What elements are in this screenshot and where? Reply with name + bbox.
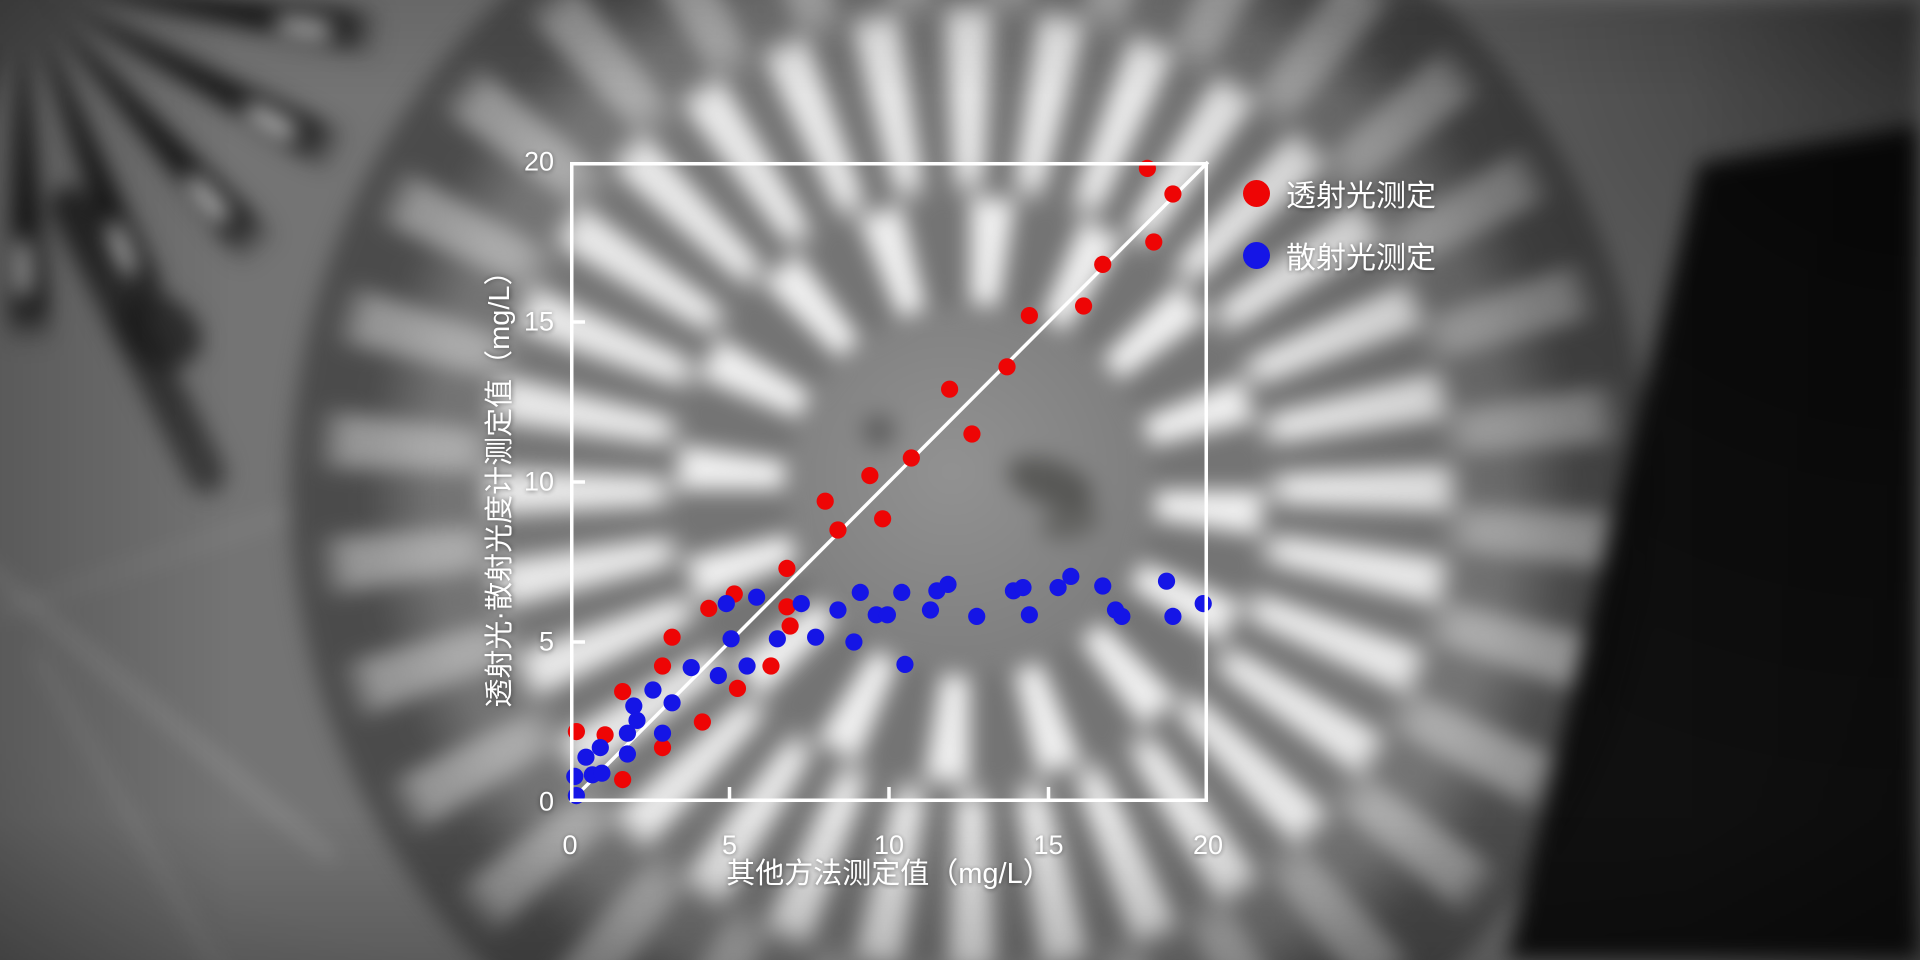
x-tick-label: 10 — [873, 830, 905, 860]
data-point — [663, 628, 681, 646]
data-point — [1094, 255, 1112, 273]
data-point — [807, 628, 825, 646]
data-point — [566, 767, 584, 786]
data-point — [968, 607, 986, 625]
data-point — [1164, 185, 1182, 203]
data-point — [728, 679, 747, 698]
data-point — [896, 655, 914, 673]
data-point — [874, 510, 892, 528]
data-point — [748, 588, 766, 606]
legend-label: 透射光测定 — [1286, 180, 1436, 213]
data-point — [1113, 607, 1131, 625]
data-point — [577, 748, 595, 766]
data-point — [829, 601, 847, 619]
data-point — [829, 521, 847, 539]
data-point — [816, 492, 834, 510]
y-tick-label: 5 — [538, 626, 554, 657]
data-point — [591, 739, 609, 757]
data-point — [1157, 572, 1176, 590]
data-point — [792, 595, 810, 613]
data-point — [963, 425, 981, 443]
x-axis-title: 其他方法测定值（mg/L） — [726, 858, 1052, 890]
data-point — [851, 583, 869, 601]
data-point — [1014, 579, 1032, 597]
data-point — [644, 681, 662, 699]
data-point — [902, 449, 920, 467]
blue-dot-legend-marker — [1243, 241, 1270, 269]
data-point — [1020, 606, 1038, 624]
data-point — [778, 598, 796, 616]
plot-canvas — [566, 159, 1212, 805]
data-point — [717, 595, 735, 613]
plot-frame — [570, 162, 1208, 802]
data-point — [1049, 579, 1067, 597]
red-dot-legend-marker — [1243, 179, 1270, 207]
data-point — [653, 724, 672, 742]
data-point — [861, 467, 879, 485]
data-point — [1145, 233, 1163, 251]
data-point — [625, 697, 643, 715]
data-point — [1062, 567, 1080, 585]
chart-legend: 透射光测定 散射光测定 — [1243, 165, 1436, 283]
data-point — [653, 657, 672, 675]
data-point — [781, 617, 799, 635]
x-tick-label: 20 — [1192, 830, 1224, 860]
data-point — [628, 711, 646, 730]
y-tick-label: 15 — [523, 306, 554, 337]
data-point — [893, 583, 911, 601]
data-point — [614, 771, 632, 789]
x-tick-label: 15 — [1033, 830, 1064, 860]
data-point — [1074, 297, 1093, 315]
x-tick-label: 0 — [562, 830, 578, 860]
data-point — [1094, 577, 1112, 595]
data-point — [1020, 307, 1038, 325]
y-tick-label: 20 — [523, 146, 554, 177]
data-point — [941, 380, 959, 398]
data-point — [778, 559, 796, 577]
data-point — [722, 630, 740, 648]
data-point — [614, 683, 632, 701]
legend-row: 透射光测定 — [1243, 165, 1436, 221]
data-point — [845, 633, 863, 651]
data-point — [921, 601, 940, 619]
data-point — [762, 657, 780, 675]
data-point — [939, 575, 957, 593]
data-point — [768, 630, 786, 648]
x-tick-label: 5 — [721, 830, 738, 860]
data-point — [663, 694, 681, 712]
legend-row: 散射光测定 — [1243, 227, 1436, 283]
data-point — [700, 599, 718, 617]
data-point — [998, 358, 1016, 376]
y-tick-label: 0 — [538, 786, 554, 817]
data-point — [1164, 607, 1182, 625]
data-point — [618, 724, 637, 742]
data-point — [709, 667, 727, 685]
data-point — [618, 745, 637, 763]
data-point — [738, 657, 756, 675]
data-point — [878, 606, 897, 624]
data-point — [653, 739, 672, 757]
scatter-plot: 其他方法测定值（mg/L） 透射光·散射光度计测定值（mg/L） 0 5 10 15 2… — [484, 148, 1223, 890]
y-tick-label: 10 — [523, 466, 554, 497]
data-point — [693, 713, 711, 731]
legend-label: 散射光测定 — [1286, 242, 1436, 275]
data-point — [682, 659, 700, 677]
data-point — [593, 764, 611, 782]
data-point — [1194, 595, 1212, 613]
